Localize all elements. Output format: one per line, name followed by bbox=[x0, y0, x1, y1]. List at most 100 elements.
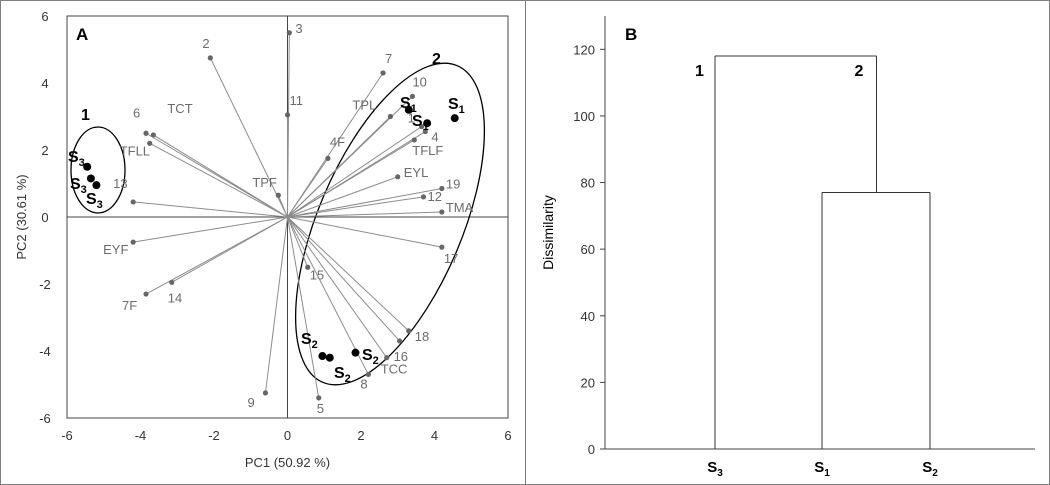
loading-point-1 bbox=[419, 123, 425, 130]
loading-vector-16 bbox=[287, 216, 400, 342]
pca-y-tick-label: -2 bbox=[39, 277, 51, 292]
pca-y-tick-label: -4 bbox=[39, 344, 51, 359]
loading-vector-5 bbox=[287, 216, 320, 398]
loading-point-16 bbox=[396, 338, 403, 344]
loading-vector-TCC bbox=[287, 216, 388, 358]
loading-vector-9 bbox=[264, 216, 288, 393]
loading-point-5 bbox=[316, 395, 322, 401]
observation-point-s1 bbox=[423, 119, 432, 128]
pca-x-tick-label: -6 bbox=[61, 428, 73, 443]
loading-label-10: 10 bbox=[412, 74, 426, 89]
observation-point-s3 bbox=[92, 181, 101, 190]
loading-vector-TCT bbox=[153, 134, 288, 218]
pca-x-tick-label: 6 bbox=[504, 428, 511, 443]
loading-point-4F bbox=[325, 155, 331, 161]
loading-label-2: 2 bbox=[202, 36, 209, 51]
loading-point-EYF bbox=[130, 239, 136, 245]
observation-label-s3: S3 bbox=[68, 149, 85, 169]
observation-label-s1: S1 bbox=[400, 95, 417, 115]
loading-point-7F bbox=[143, 291, 149, 297]
loading-point-6 bbox=[143, 130, 149, 136]
observation-label-s3: S3 bbox=[70, 176, 87, 196]
loading-label-EYF: EYF bbox=[103, 242, 128, 257]
dendro-y-tick-label: 80 bbox=[581, 176, 595, 191]
loading-vector-EYL bbox=[287, 176, 398, 218]
loading-vector-19 bbox=[287, 188, 442, 218]
loading-vector-4F bbox=[287, 158, 329, 218]
observation-point-s2 bbox=[325, 353, 334, 362]
panel-b-letter: B bbox=[625, 25, 637, 44]
loading-vector-TPF bbox=[277, 195, 288, 218]
dendro-y-tick-label: 100 bbox=[573, 109, 595, 124]
loading-label-TPL: TPL bbox=[352, 98, 376, 113]
loading-vector-15 bbox=[287, 216, 309, 268]
pca-x-tick-label: -2 bbox=[208, 428, 220, 443]
observation-point-s1 bbox=[450, 114, 459, 123]
loading-label-12: 12 bbox=[427, 189, 441, 204]
loading-label-6: 6 bbox=[133, 105, 140, 120]
dendro-cluster-1-label: 1 bbox=[695, 63, 704, 80]
pca-y-tick-label: 0 bbox=[41, 210, 48, 225]
loading-label-18: 18 bbox=[415, 329, 429, 344]
loading-point-TCC bbox=[384, 355, 390, 361]
observation-point-s3 bbox=[86, 174, 95, 183]
loading-point-18 bbox=[406, 328, 412, 334]
loading-label-17: 17 bbox=[444, 251, 458, 266]
observation-label-s2: S2 bbox=[362, 347, 379, 367]
observation-label-s2: S2 bbox=[334, 365, 351, 385]
loading-point-TFLF bbox=[411, 137, 417, 143]
loading-vector-EYF bbox=[133, 216, 288, 243]
loading-vector-18 bbox=[287, 216, 410, 332]
loading-label-TPF: TPF bbox=[252, 175, 277, 190]
pca-x-axis-title: PC1 (50.92 %) bbox=[245, 455, 330, 470]
loading-point-12 bbox=[420, 194, 427, 200]
observation-point-s3 bbox=[83, 162, 92, 171]
loading-point-10 bbox=[409, 93, 416, 99]
loading-point-13 bbox=[130, 199, 136, 205]
loading-point-TPF bbox=[275, 192, 281, 198]
loading-label-4: 4 bbox=[431, 130, 438, 145]
loading-vector-TFLL bbox=[149, 142, 288, 218]
group-2-ellipse bbox=[294, 62, 486, 386]
loading-label-11: 11 bbox=[290, 93, 304, 108]
dendro-y-tick-label: 20 bbox=[581, 375, 595, 390]
loading-point-14 bbox=[169, 279, 175, 285]
loading-vector-13 bbox=[133, 201, 288, 218]
pca-y-axis-title: PC2 (30.61 %) bbox=[14, 174, 29, 259]
loading-label-5: 5 bbox=[317, 401, 324, 416]
pca-x-tick-label: 4 bbox=[431, 428, 438, 443]
group-1-label: 1 bbox=[81, 107, 90, 124]
loading-label-4F: 4F bbox=[330, 134, 345, 149]
pca-y-tick-label: 4 bbox=[41, 76, 48, 91]
loading-vector-TMA bbox=[287, 211, 442, 218]
loading-vector-1 bbox=[287, 126, 422, 218]
loading-label-TCC: TCC bbox=[381, 362, 408, 377]
dendro-y-tick-label: 120 bbox=[573, 42, 595, 57]
loading-label-16: 16 bbox=[394, 349, 408, 364]
loading-point-9 bbox=[262, 390, 269, 396]
observation-point-s1 bbox=[404, 105, 413, 114]
dendro-cluster-2-label: 2 bbox=[855, 63, 864, 80]
loading-vector-14 bbox=[171, 216, 288, 283]
loading-point-4 bbox=[422, 128, 428, 135]
loading-vector-7 bbox=[287, 72, 384, 218]
dendro-y-tick-label: 60 bbox=[581, 242, 595, 257]
pca-y-tick-label: -6 bbox=[39, 411, 51, 426]
loading-vector-12 bbox=[287, 196, 424, 218]
observation-point-s2 bbox=[351, 348, 360, 357]
loading-label-19: 19 bbox=[446, 177, 460, 192]
loading-point-7 bbox=[380, 70, 386, 76]
dendro-y-axis-title: Dissimilarity bbox=[540, 195, 556, 270]
observation-label-s1: S1 bbox=[412, 113, 429, 133]
loading-label-7F: 7F bbox=[122, 298, 137, 313]
loading-vector-8 bbox=[287, 216, 369, 375]
loading-point-TPL bbox=[387, 113, 393, 120]
loading-label-TMA: TMA bbox=[446, 200, 474, 215]
group-2-label: 2 bbox=[432, 51, 441, 68]
observation-label-s3: S3 bbox=[86, 191, 103, 211]
loading-vector-TPL bbox=[287, 116, 391, 218]
loading-label-8: 8 bbox=[360, 376, 367, 391]
dendro-leaf-label-s3: S3 bbox=[707, 459, 723, 479]
